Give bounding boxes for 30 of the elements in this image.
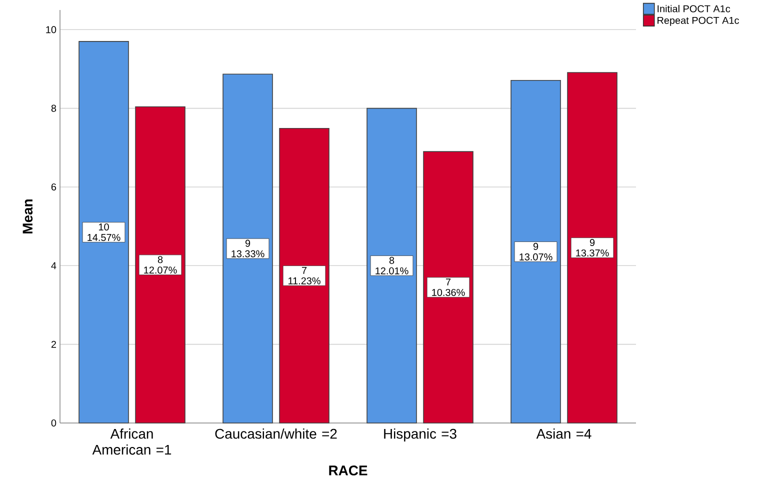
bar xyxy=(366,108,417,424)
y-tick-label: 4 xyxy=(51,262,56,270)
data-label: 9 13.07% xyxy=(520,242,552,260)
data-label: 7 11.23% xyxy=(288,266,320,284)
y-tick-label: 2 xyxy=(51,340,56,348)
data-label: 7 10.36% xyxy=(432,278,465,296)
y-tick-label: 8 xyxy=(51,104,56,112)
bar xyxy=(510,80,561,424)
x-axis-title: RACE xyxy=(329,466,368,476)
bar xyxy=(78,41,129,424)
x-tick-label: African American =1 xyxy=(92,428,172,455)
x-tick-label: Asian =4 xyxy=(536,428,592,439)
y-tick-label: 6 xyxy=(51,183,56,191)
y-tick-label: 0 xyxy=(51,419,56,427)
bar xyxy=(279,128,330,424)
data-label: 8 12.07% xyxy=(144,256,177,274)
x-tick-label: Caucasian/white =2 xyxy=(215,428,337,439)
x-tick-label: Hispanic =3 xyxy=(384,428,456,442)
data-label: 8 12.01% xyxy=(376,256,408,274)
y-axis-title: Mean xyxy=(22,200,33,234)
bar xyxy=(423,151,474,424)
legend-label: Initial POCT A1c xyxy=(658,4,730,12)
bar xyxy=(567,72,618,424)
legend-label: Repeat POCT A1c xyxy=(658,16,739,26)
data-label: 9 13.33% xyxy=(232,240,264,258)
data-label: 9 13.37% xyxy=(576,239,609,257)
bar xyxy=(135,106,186,424)
data-label: 10 14.57% xyxy=(88,223,120,241)
y-tick-label: 10 xyxy=(46,26,56,34)
bar xyxy=(222,74,273,424)
